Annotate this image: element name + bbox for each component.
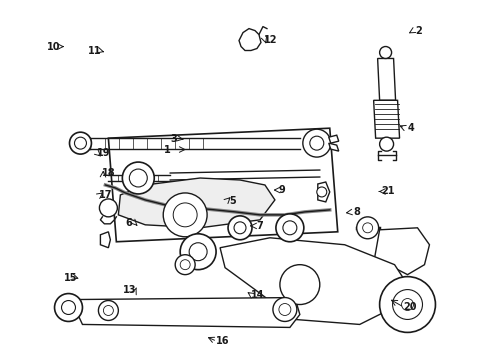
Circle shape: [173, 203, 197, 227]
Text: 3: 3: [171, 134, 177, 144]
Circle shape: [380, 46, 392, 58]
Circle shape: [401, 298, 414, 310]
Polygon shape: [329, 143, 339, 151]
Circle shape: [380, 137, 393, 151]
Circle shape: [303, 129, 331, 157]
Polygon shape: [100, 232, 110, 248]
Text: 16: 16: [216, 336, 230, 346]
Circle shape: [280, 265, 320, 305]
Circle shape: [234, 222, 246, 234]
Circle shape: [283, 221, 297, 235]
Polygon shape: [119, 178, 275, 228]
Text: 6: 6: [125, 218, 132, 228]
Circle shape: [103, 306, 113, 315]
Circle shape: [189, 243, 207, 261]
Circle shape: [163, 193, 207, 237]
Circle shape: [392, 289, 422, 319]
Circle shape: [357, 217, 379, 239]
Circle shape: [98, 301, 119, 320]
Circle shape: [228, 216, 252, 240]
Polygon shape: [378, 58, 395, 100]
Circle shape: [129, 169, 147, 187]
Circle shape: [317, 187, 327, 197]
Text: 5: 5: [229, 196, 236, 206]
Polygon shape: [108, 128, 338, 242]
Text: 13: 13: [122, 285, 136, 296]
Circle shape: [74, 137, 86, 149]
Circle shape: [273, 298, 297, 321]
Text: 1: 1: [164, 144, 170, 154]
Text: 7: 7: [256, 221, 263, 231]
Text: 18: 18: [102, 168, 116, 178]
Text: 12: 12: [264, 35, 278, 45]
Polygon shape: [220, 238, 408, 324]
Circle shape: [54, 293, 82, 321]
Text: 21: 21: [381, 186, 395, 197]
Text: 14: 14: [250, 290, 264, 300]
Text: 4: 4: [408, 123, 415, 133]
Circle shape: [380, 276, 436, 332]
Circle shape: [122, 162, 154, 194]
Circle shape: [276, 214, 304, 242]
Text: 11: 11: [88, 46, 101, 56]
Circle shape: [70, 132, 92, 154]
Text: 19: 19: [97, 148, 110, 158]
Text: 17: 17: [99, 190, 113, 200]
Polygon shape: [318, 182, 330, 202]
Text: 2: 2: [415, 26, 422, 36]
Circle shape: [363, 223, 372, 233]
Polygon shape: [374, 100, 399, 138]
Circle shape: [62, 301, 75, 315]
Polygon shape: [239, 28, 261, 50]
Circle shape: [310, 136, 324, 150]
Polygon shape: [375, 228, 429, 275]
Text: 8: 8: [353, 207, 360, 217]
Circle shape: [99, 199, 118, 217]
Circle shape: [180, 234, 216, 270]
Text: 15: 15: [64, 273, 77, 283]
Polygon shape: [75, 298, 300, 328]
Circle shape: [279, 303, 291, 315]
Circle shape: [175, 255, 195, 275]
Text: 10: 10: [47, 42, 60, 51]
Text: 9: 9: [278, 185, 285, 195]
Polygon shape: [329, 135, 339, 143]
Circle shape: [180, 260, 190, 270]
Text: 20: 20: [403, 302, 417, 312]
